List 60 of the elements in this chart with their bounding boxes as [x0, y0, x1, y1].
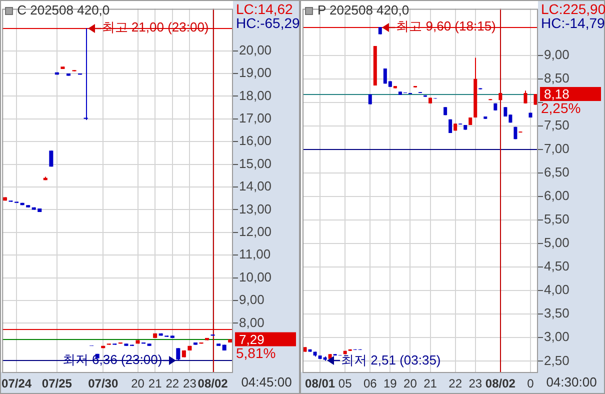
- text: 04:30:00: [546, 374, 597, 390]
- y-tick-label: 8,00: [239, 314, 264, 330]
- text: 2,25%: [541, 100, 581, 116]
- y-tick-label: 15,00: [239, 156, 272, 171]
- x-tick-label: 08/02: [485, 376, 516, 391]
- y-tick-label: 7,00: [544, 141, 570, 156]
- x-tick-label: 08/02: [198, 376, 228, 391]
- x-tick-label: 05: [338, 376, 352, 391]
- text: LC:14,62: [236, 0, 294, 17]
- y-tick-label: 13,00: [239, 201, 272, 216]
- y-tick-label: 14,00: [239, 178, 272, 194]
- y-tick-label: 12,00: [239, 224, 272, 239]
- candlestick: [49, 150, 54, 168]
- x-tick-label: 23: [183, 376, 197, 391]
- y-tick-label: 11,00: [239, 246, 271, 262]
- x-tick-label: 21: [148, 376, 162, 391]
- x-tick-label: 07/25: [42, 376, 72, 391]
- y-tick-label: 3,00: [544, 329, 570, 344]
- y-tick-label: 9,00: [544, 46, 570, 62]
- y-tick-label: 9,00: [239, 292, 264, 308]
- y-tick-label: 5,50: [544, 212, 570, 227]
- ref-line-label: 8,18: [544, 86, 570, 102]
- y-tick-label: 10,00: [239, 269, 272, 284]
- y-tick-label: 19,00: [239, 65, 272, 80]
- x-tick-label: 22: [166, 376, 180, 391]
- candlestick: [176, 348, 180, 361]
- y-tick-label: 20,00: [239, 42, 272, 58]
- x-tick-label: 20: [131, 376, 145, 391]
- x-tick-label: 08/01: [305, 376, 336, 391]
- text: HC:-65,29: [236, 14, 300, 31]
- text: 5,81%: [236, 345, 276, 362]
- chart-title: C 202508 420,0: [17, 2, 110, 18]
- y-tick-label: 5,00: [544, 235, 570, 250]
- x-tick-label: 19: [384, 376, 398, 391]
- x-tick-label: 23: [468, 376, 482, 391]
- text: HC:-14,79: [541, 14, 605, 31]
- x-tick-label: 22: [448, 376, 462, 391]
- y-tick-label: 8,50: [544, 70, 570, 86]
- y-tick-label: 4,50: [544, 258, 570, 274]
- x-tick-label: 21: [424, 376, 438, 391]
- text: 04:45:00: [241, 374, 292, 390]
- x-tick-label: 0: [527, 376, 534, 391]
- y-tick-label: 18,00: [239, 88, 272, 103]
- x-tick-label: 07/30: [88, 376, 118, 391]
- y-tick-label: 3,50: [544, 306, 570, 321]
- y-tick-label: 16,00: [239, 133, 272, 148]
- y-tick-label: 6,00: [544, 188, 570, 204]
- ref-line-label: 7,29: [239, 332, 264, 347]
- x-tick-label: 06: [363, 376, 378, 391]
- y-tick-label: 2,50: [544, 352, 570, 368]
- candlestick: [524, 90, 528, 104]
- annotation: 최저 2,51 (03:35): [341, 352, 441, 368]
- text: LC:225,90: [541, 0, 605, 17]
- x-tick-label: 07/24: [2, 376, 32, 391]
- y-tick-label: 7,50: [544, 118, 570, 133]
- y-tick-label: 4,00: [544, 282, 570, 298]
- x-tick-label: 20: [404, 376, 418, 391]
- y-tick-label: 6,50: [544, 164, 570, 180]
- chart-title: P 202508 420,0: [317, 2, 410, 18]
- y-tick-label: 17,00: [239, 110, 272, 126]
